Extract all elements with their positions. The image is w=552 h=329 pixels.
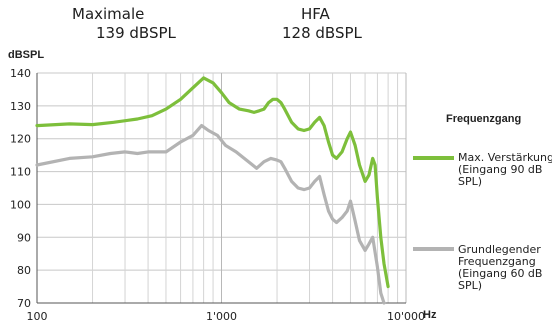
x-tick-label: 1'000 <box>206 310 237 323</box>
y-tick-label: 130 <box>10 100 31 113</box>
y-tick-label: 70 <box>17 297 31 310</box>
y-tick-label: 90 <box>17 231 31 244</box>
maximale-label: Maximale <box>72 5 145 23</box>
maximale-value: 139 dBSPL <box>96 24 176 42</box>
x-axis-label: Hz <box>423 309 437 321</box>
hfa-value: 128 dBSPL <box>282 24 362 42</box>
chart-axes: 70 80 90 100 110 120 130 140 100 1'000 10'000 <box>10 67 425 323</box>
y-tick-label: 80 <box>17 264 31 277</box>
hfa-label: HFA <box>301 5 330 23</box>
legend-swatch-max-gain <box>413 156 454 160</box>
chart-grid <box>36 72 407 304</box>
series-line-basic-response <box>35 124 386 305</box>
legend-label-max-gain: Max. Verstärkung (Eingang 90 dB SPL) <box>458 151 552 188</box>
y-tick-label: 140 <box>10 67 31 80</box>
y-tick-label: 120 <box>10 133 31 146</box>
x-tick-label: 10'000 <box>387 310 425 323</box>
legend-title: Frequenzgang <box>446 113 522 125</box>
y-tick-label: 110 <box>10 166 31 179</box>
y-tick-label: 100 <box>10 198 31 211</box>
chart-series <box>35 76 390 305</box>
x-tick-label: 100 <box>27 310 48 323</box>
legend-label-basic-response: Grundlegender Frequenzgang (Eingang 60 d… <box>458 243 543 292</box>
series-line-max-gain <box>35 76 390 289</box>
legend-swatch-basic-response <box>413 247 454 251</box>
y-axis-label: dBSPL <box>8 49 44 61</box>
